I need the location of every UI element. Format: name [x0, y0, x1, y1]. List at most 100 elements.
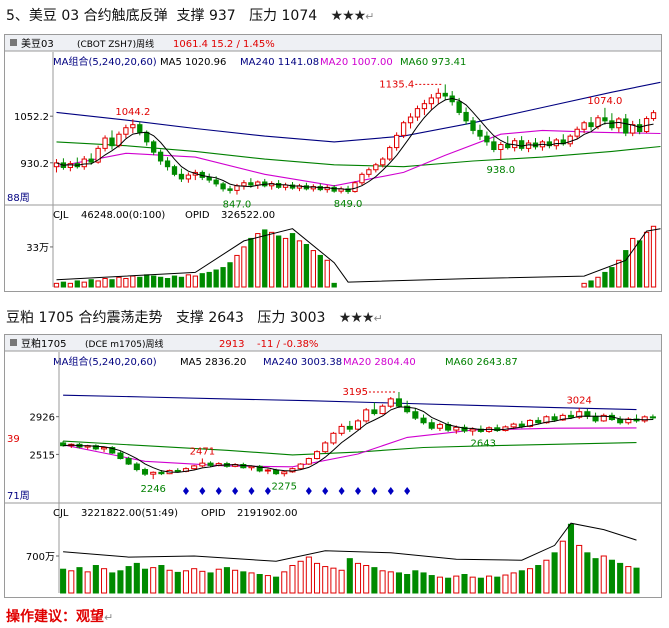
section2-title: 豆粕 1705 合约震荡走势	[6, 310, 163, 326]
candle-body	[363, 409, 370, 422]
candle-body	[428, 97, 435, 105]
volume-bar	[262, 229, 268, 288]
price-annotation: 3195	[343, 387, 368, 398]
volume-bar	[234, 254, 240, 288]
volume-bar	[109, 572, 116, 594]
volume-bar	[576, 544, 583, 594]
price-annotation: 39	[7, 434, 20, 445]
volume-bar	[207, 572, 214, 594]
volume-bar	[166, 569, 173, 594]
volume-bar	[387, 571, 394, 594]
volume-bar	[264, 575, 271, 594]
candle-body	[158, 471, 165, 475]
candle-body	[346, 425, 353, 430]
ma240-line	[56, 81, 661, 143]
candle-body	[220, 183, 226, 190]
price-change: -11 / -0.38%	[257, 339, 318, 350]
volume-bar	[255, 233, 261, 288]
candle-body	[588, 122, 594, 128]
volume-bar	[81, 281, 87, 288]
volume-bar	[275, 235, 282, 288]
cjl-value: 3221822.00(51:49)	[81, 508, 178, 519]
candle-body	[414, 108, 421, 118]
candle-body	[273, 469, 280, 475]
section2-heading: 豆粕 1705 合约震荡走势 支撑 2643 压力 3003 ★★★↵	[6, 307, 383, 327]
candle-body	[559, 414, 566, 421]
candle-body	[491, 141, 497, 151]
section1-rating-stars: ★★★	[330, 8, 367, 24]
price-annotation: 938.0	[486, 165, 515, 176]
volume-bar	[420, 572, 427, 594]
volume-bar	[102, 278, 108, 288]
symbol-code: (CBOT ZSH7)周线	[77, 38, 154, 50]
candle-body	[133, 463, 140, 471]
candle-body	[616, 118, 622, 129]
candle-body	[331, 186, 337, 192]
ma240-line	[63, 394, 637, 411]
volume-bar	[633, 567, 640, 594]
candle-body	[581, 122, 587, 130]
volume-bar	[625, 566, 632, 594]
section2-rating-stars: ★★★	[338, 310, 375, 326]
volume-bar	[141, 568, 149, 594]
candle-body	[650, 112, 657, 120]
volume-bar	[240, 571, 247, 594]
ma5-label: MA5 1020.96	[160, 57, 226, 68]
volume-bar	[178, 276, 185, 288]
candle-body	[227, 188, 233, 191]
volume-bar	[584, 552, 591, 594]
opid-value: 326522.00	[221, 210, 275, 221]
candle-body	[510, 423, 517, 428]
candle-body	[330, 432, 337, 444]
candle-body	[88, 158, 94, 163]
volume-bar	[117, 570, 124, 594]
section1-resistance: 压力 1074	[249, 8, 318, 24]
candle-body	[125, 458, 132, 465]
volume-bar	[206, 271, 212, 288]
volume-bar	[453, 575, 460, 594]
candle-body	[636, 124, 643, 133]
signal-diamond-icon	[355, 487, 361, 495]
section1-title: 5、美豆 03 合约触底反弹	[6, 8, 168, 24]
candle-body	[551, 416, 558, 421]
candle-body	[373, 164, 379, 171]
volume-bar	[60, 568, 67, 594]
last-price: 2913	[219, 339, 244, 350]
volume-bar	[469, 576, 476, 594]
candle-body	[407, 116, 414, 124]
volume-bar	[256, 574, 263, 594]
candle-body	[526, 419, 534, 427]
candle-body	[470, 120, 476, 131]
cjl-value: 46248.00(0:100)	[81, 210, 165, 221]
volume-bar	[191, 568, 198, 594]
candle-body	[206, 176, 212, 181]
volume-bar	[494, 576, 501, 594]
volume-tick-label: 33万	[26, 243, 49, 254]
signal-diamond-icon	[387, 487, 394, 495]
volume-bar	[133, 562, 140, 594]
volume-bar	[185, 274, 192, 288]
candle-body	[150, 471, 157, 475]
candle-body	[649, 416, 656, 419]
candle-body	[338, 425, 345, 434]
signal-diamond-icon	[199, 487, 206, 495]
candle-body	[171, 166, 178, 175]
ma60-line	[56, 141, 661, 168]
candle-body	[420, 417, 427, 424]
candle-body	[144, 131, 150, 143]
volume-bar	[289, 565, 296, 594]
candle-body	[95, 147, 101, 163]
chart-header-bar	[5, 335, 661, 351]
candle-body	[400, 122, 407, 136]
volume-bar	[248, 237, 254, 288]
return-mark-icon: ↵	[104, 611, 114, 624]
soybean-chart-svg: 美豆03 (CBOT ZSH7)周线 1061.4 15.2 / 1.45% MA组合(…	[5, 35, 661, 288]
volume-bar	[303, 244, 310, 288]
return-mark-icon: ↵	[365, 10, 375, 23]
volume-bar	[199, 273, 205, 288]
ma5-line	[63, 406, 653, 473]
volume-bar	[650, 225, 657, 288]
candle-body	[141, 469, 149, 475]
opid-line	[56, 228, 661, 283]
volume-bar	[643, 231, 650, 288]
